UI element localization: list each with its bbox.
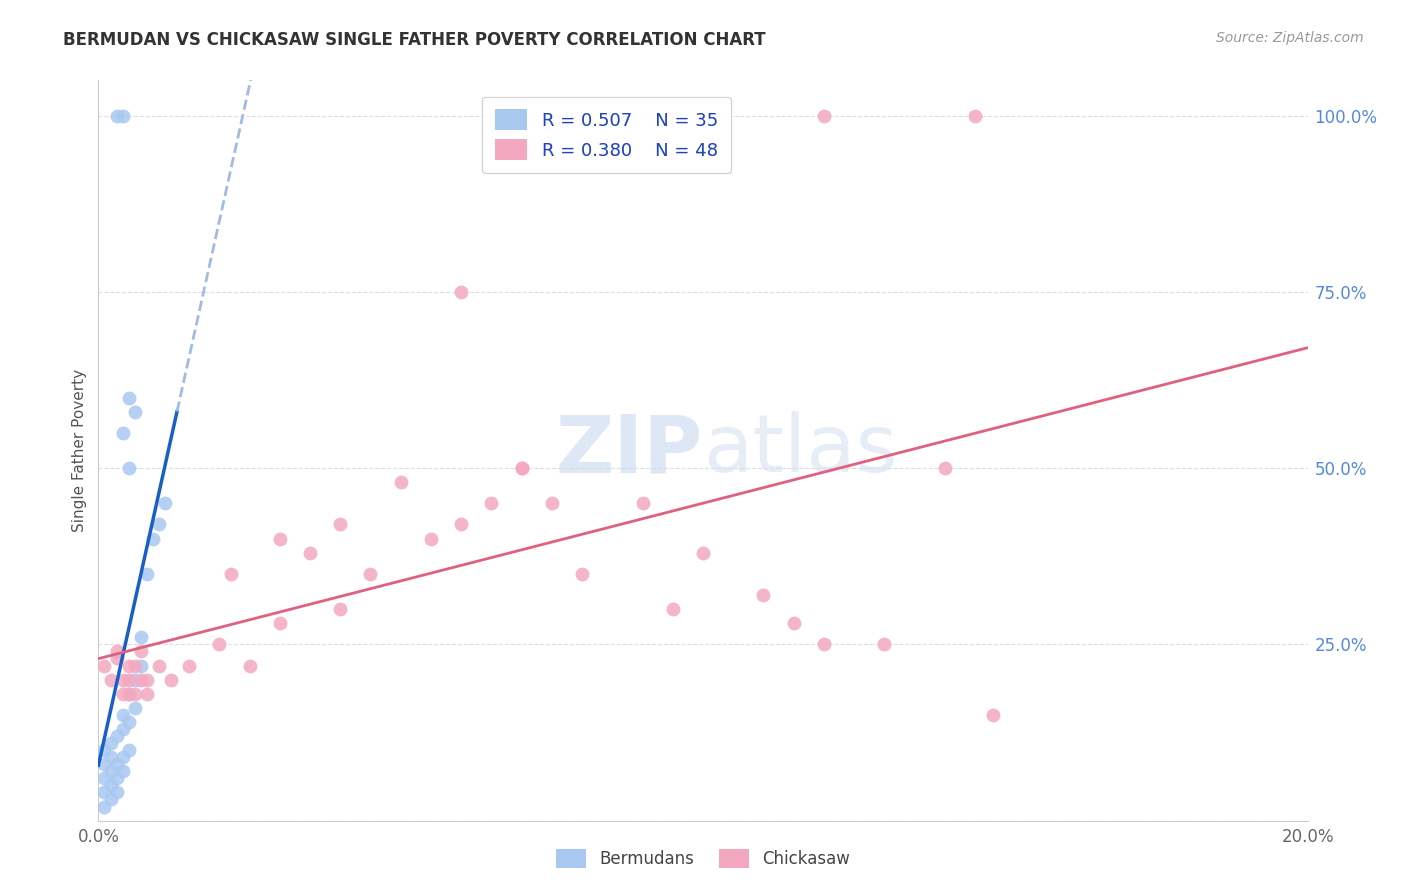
Point <box>100 792 122 806</box>
Point <box>873 637 896 651</box>
Point <box>221 566 243 581</box>
Point <box>105 772 128 786</box>
Point <box>100 673 122 687</box>
Point <box>540 496 562 510</box>
Point <box>111 750 134 764</box>
Point <box>965 109 987 123</box>
Point <box>118 687 141 701</box>
Point <box>100 750 122 764</box>
Point <box>118 714 141 729</box>
Point <box>142 532 165 546</box>
Point <box>124 701 146 715</box>
Point <box>105 785 128 799</box>
Point <box>129 673 152 687</box>
Point <box>510 461 533 475</box>
Point <box>450 517 472 532</box>
Point <box>752 588 775 602</box>
Point <box>571 566 593 581</box>
Point <box>93 743 115 757</box>
Point <box>105 109 128 123</box>
Point <box>118 687 141 701</box>
Point <box>111 673 134 687</box>
Point <box>124 687 146 701</box>
Point <box>93 658 115 673</box>
Legend: Bermudans, Chickasaw: Bermudans, Chickasaw <box>550 842 856 875</box>
Point <box>813 637 835 651</box>
Point <box>118 673 141 687</box>
Point <box>420 532 443 546</box>
Point <box>111 425 134 440</box>
Point <box>100 736 122 750</box>
Point <box>160 673 183 687</box>
Point <box>981 707 1004 722</box>
Point <box>129 630 152 644</box>
Point <box>111 687 134 701</box>
Point <box>239 658 262 673</box>
Point <box>100 764 122 779</box>
Point <box>360 566 382 581</box>
Text: ZIP: ZIP <box>555 411 703 490</box>
Point <box>118 658 141 673</box>
Point <box>153 496 176 510</box>
Point <box>631 496 654 510</box>
Point <box>129 658 152 673</box>
Point <box>124 405 146 419</box>
Point <box>111 707 134 722</box>
Point <box>135 687 157 701</box>
Text: atlas: atlas <box>703 411 897 490</box>
Point <box>934 461 956 475</box>
Point <box>450 285 472 299</box>
Point <box>105 729 128 743</box>
Point <box>124 673 146 687</box>
Point <box>93 772 115 786</box>
Point <box>135 673 157 687</box>
Point <box>111 109 134 123</box>
Point <box>783 616 806 631</box>
Point <box>661 602 683 616</box>
Point <box>389 475 412 490</box>
Point <box>510 461 533 475</box>
Point <box>129 644 152 658</box>
Point <box>111 722 134 736</box>
Point <box>692 546 714 560</box>
Point <box>93 799 115 814</box>
Point <box>481 496 503 510</box>
Point <box>105 651 128 665</box>
Text: Source: ZipAtlas.com: Source: ZipAtlas.com <box>1216 31 1364 45</box>
Point <box>93 757 115 772</box>
Point <box>208 637 231 651</box>
Point <box>100 778 122 792</box>
Point <box>135 566 157 581</box>
Y-axis label: Single Father Poverty: Single Father Poverty <box>72 369 87 532</box>
Point <box>813 109 835 123</box>
Point <box>148 658 170 673</box>
Point <box>269 532 291 546</box>
Point <box>148 517 170 532</box>
Legend: R = 0.507    N = 35, R = 0.380    N = 48: R = 0.507 N = 35, R = 0.380 N = 48 <box>482 96 731 173</box>
Point <box>124 658 146 673</box>
Point <box>179 658 201 673</box>
Point <box>118 743 141 757</box>
Point <box>329 517 352 532</box>
Text: BERMUDAN VS CHICKASAW SINGLE FATHER POVERTY CORRELATION CHART: BERMUDAN VS CHICKASAW SINGLE FATHER POVE… <box>63 31 766 49</box>
Point <box>93 785 115 799</box>
Point <box>105 757 128 772</box>
Point <box>118 461 141 475</box>
Point <box>105 644 128 658</box>
Point <box>299 546 322 560</box>
Point <box>269 616 291 631</box>
Point <box>329 602 352 616</box>
Point <box>111 764 134 779</box>
Point <box>118 391 141 405</box>
